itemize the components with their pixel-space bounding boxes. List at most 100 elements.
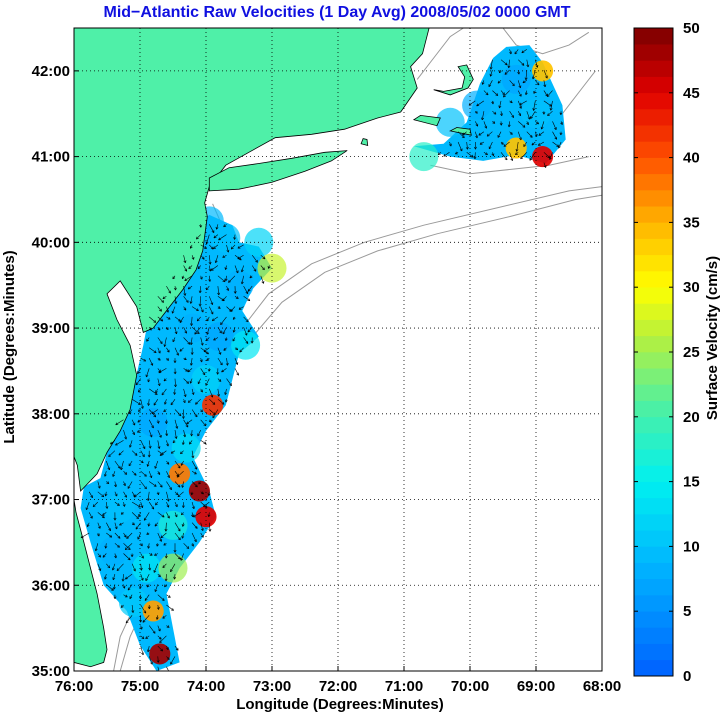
velocity-arrow [516,141,519,152]
velocity-arrow-head [222,279,226,283]
velocity-arrow [191,388,194,395]
velocity-arrow-head [166,647,169,651]
velocity-arrow [543,100,552,107]
velocity-arrow-head [210,302,214,305]
colorbar-tick-label: 10 [683,538,700,555]
velocity-arrow [509,49,512,55]
velocity-arrow-head [538,133,542,136]
velocity-arrow-head [157,357,161,361]
velocity-arrow-head [131,610,135,613]
velocity-arrow-head [114,484,117,488]
velocity-arrow-head [164,421,168,424]
velocity-cell [409,142,439,172]
velocity-arrow [217,357,223,366]
velocity-arrow-head [140,505,144,509]
velocity-arrow [135,522,141,530]
velocity-arrow-head [191,392,195,395]
velocity-arrow-head [198,303,202,307]
velocity-arrow [123,543,131,550]
velocity-arrow-head [173,576,177,580]
velocity-arrow [172,306,176,314]
velocity-arrow-head [207,368,211,372]
velocity-arrow [153,563,159,573]
velocity-arrow-head [235,362,239,365]
velocity-arrow [157,378,160,386]
velocity-arrow [197,378,201,385]
velocity-arrow-head [181,505,185,508]
velocity-arrow [217,347,221,355]
velocity-arrow [490,69,493,77]
velocity-arrow [160,532,167,539]
velocity-arrow [127,481,133,489]
velocity-arrow-head [173,549,177,553]
velocity-arrow-head [190,323,194,326]
velocity-arrow [218,234,227,241]
velocity-arrow [443,152,450,157]
velocity-arrow [148,419,154,429]
velocity-arrow-head [108,528,111,532]
velocity-arrow [499,100,502,109]
velocity-arrow-head [132,422,136,426]
velocity-arrow-head [112,474,115,477]
colorbar-tick-label: 0 [683,668,691,685]
y-tick-label: 40:00 [32,234,70,251]
velocity-arrow [217,398,225,405]
velocity-cell [171,433,201,463]
velocity-arrow [182,481,184,488]
velocity-arrow-head [174,331,178,335]
velocity-arrow [530,111,536,119]
velocity-arrow-head [133,568,136,572]
velocity-arrow [116,563,124,571]
velocity-arrow [205,337,210,341]
velocity-arrow [140,502,143,508]
velocity-arrow-head [187,341,191,345]
velocity-arrow [183,430,186,438]
colorbar-band [634,109,673,126]
velocity-arrow-head [206,358,210,361]
velocity-arrow-head [261,267,265,271]
velocity-arrow [217,286,220,296]
velocity-arrow-head [208,279,212,282]
colorbar-band [634,206,673,223]
velocity-arrow [183,388,186,397]
velocity-arrow [449,141,452,147]
colorbar-tick-label: 50 [683,20,700,37]
velocity-arrow [525,90,528,95]
velocity-arrow-head [153,319,157,323]
velocity-arrow [174,522,181,532]
velocity-arrow-head [170,569,173,573]
velocity-arrow-head [213,246,216,249]
velocity-arrow [86,501,90,510]
velocity-arrow-head [201,491,204,495]
velocity-arrow-head [245,319,249,323]
velocity-arrow-head [526,64,530,68]
velocity-arrow-head [159,484,163,488]
velocity-arrow [183,255,186,263]
velocity-cell [158,356,188,386]
velocity-arrow-head [149,475,153,479]
velocity-arrow [95,543,99,551]
velocity-arrow-head [194,539,197,543]
velocity-arrow [243,337,249,344]
velocity-arrow [503,90,510,98]
velocity-arrow [247,285,253,292]
velocity-arrow-head [193,514,196,518]
velocity-arrow-head [205,241,209,245]
velocity-arrow-head [172,276,176,280]
velocity-arrow [520,152,528,160]
velocity-arrow [206,316,210,322]
velocity-arrow-head [143,358,147,362]
velocity-arrow-head [184,268,187,272]
velocity-arrow-head [543,165,547,168]
velocity-arrow [209,265,211,272]
velocity-arrow-head [229,383,232,386]
velocity-arrow [157,625,161,632]
velocity-arrow [225,275,227,281]
grid-lines [74,28,602,671]
velocity-arrow [226,244,229,253]
velocity-arrow-head [185,424,189,428]
velocity-arrow [222,327,227,335]
velocity-arrow-head [465,146,469,150]
velocity-arrow-head [475,123,479,127]
velocity-arrow [483,152,488,155]
